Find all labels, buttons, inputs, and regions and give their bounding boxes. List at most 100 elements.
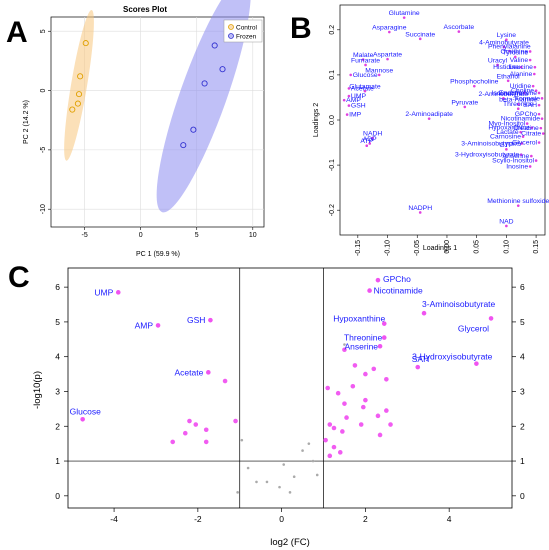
volcano-label-ump: UMP xyxy=(94,287,113,297)
loading-label-endothelene: Endothelene xyxy=(499,90,537,97)
significant-point-19 xyxy=(375,413,381,419)
significant-point-1 xyxy=(187,418,192,424)
significant-point-23 xyxy=(340,429,345,434)
nonsignificant-point-12 xyxy=(292,475,296,478)
loading-label-histidine: Histidine xyxy=(493,64,519,71)
y-tick-label-0: 0 xyxy=(40,89,47,93)
x-tick-label-0: 0 xyxy=(139,232,143,239)
y-tick-label-right-2: 2 xyxy=(520,421,525,431)
significant-point-24 xyxy=(358,422,364,427)
y-tick-label-5: 5 xyxy=(40,29,47,33)
x-tick-label-0-00: 0.00 xyxy=(444,240,451,254)
loading-label-acetate: Acetate xyxy=(351,85,374,92)
loading-label-gpcho: GPCho xyxy=(515,111,538,118)
scores-plot-xlabel: PC 1 (59.9 %) xyxy=(136,251,180,258)
labeled-point-gsh xyxy=(208,317,213,323)
loading-label-lactate: Lactate xyxy=(496,129,519,136)
loading-point-myo-inositol xyxy=(525,122,529,125)
y-tick-label-left-6: 6 xyxy=(55,282,60,292)
point-frozen-0 xyxy=(211,42,218,49)
scores-plot-ticks: -5 0 5 10 -10 -5 0 5 xyxy=(40,29,257,239)
loading-point-inosine xyxy=(528,165,532,168)
labeled-point-hypoxanthine xyxy=(381,321,387,326)
scores-points xyxy=(69,40,226,149)
significant-point-20 xyxy=(344,415,349,420)
loading-label-methionine-sulfoxide: Methionine sulfoxide xyxy=(487,198,549,205)
loading-point-glutamate xyxy=(363,89,367,93)
significant-point-15 xyxy=(363,397,368,403)
loading-label-ornithine: Ornithine xyxy=(501,48,529,55)
labeled-point-3-hydroxyisobutyrate xyxy=(474,361,479,366)
loading-point-scyllo-inositol xyxy=(534,159,538,162)
significant-point-16 xyxy=(342,401,347,406)
loading-point-adp xyxy=(368,142,372,145)
labeled-point-glycerol xyxy=(488,316,494,321)
point-control-1 xyxy=(77,73,84,80)
significant-point-14 xyxy=(335,390,341,396)
loading-point-nad xyxy=(505,224,508,228)
point-control-0 xyxy=(82,40,89,47)
loading-point-2-aminobutyrate xyxy=(502,97,505,100)
loading-point-2-aminoadipate xyxy=(427,117,431,120)
loading-point-nicotinamide xyxy=(540,117,544,120)
loading-label-nad: NAD xyxy=(499,218,513,225)
x-tick-label-5: 5 xyxy=(195,232,199,239)
scores-plot-title: Scores Plot xyxy=(123,5,167,14)
nonsignificant-point-13 xyxy=(307,442,311,445)
significant-point-28 xyxy=(337,450,343,455)
nonsignificant-point-0 xyxy=(343,343,346,346)
loading-label-glucose: Glucose xyxy=(353,72,378,79)
legend-marker-frozen xyxy=(228,33,234,39)
nonsignificant-point-2 xyxy=(246,466,250,470)
loading-label-beta-alanine: beta-Alanine xyxy=(499,97,537,104)
point-frozen-3 xyxy=(190,126,197,133)
loading-point-tyrosine xyxy=(513,55,517,59)
loading-point-histidine xyxy=(519,65,523,69)
y-tick-label-left-3: 3 xyxy=(55,386,60,396)
labeled-point-acetate xyxy=(206,370,211,375)
volcano-plot: -4 -2 0 2 4 0 0 1 1 2 2 3 3 4 4 5 5 6 6 GPCho UMP Nicotinami… xyxy=(32,267,525,548)
volcano-label-gpcho: GPCho xyxy=(383,274,411,284)
loading-point-lactate xyxy=(519,130,522,134)
y-tick-label-right-4: 4 xyxy=(520,352,525,362)
nonsignificant-point-3 xyxy=(236,491,239,494)
x-tick-label-0-10: 0.10 xyxy=(503,240,510,254)
loading-label-succinate: Succinate xyxy=(405,31,435,38)
loading-point-anserine xyxy=(530,154,533,158)
point-frozen-2 xyxy=(201,80,208,87)
loading-point-acetate xyxy=(347,87,351,90)
significant-point-29 xyxy=(327,453,333,459)
x-tick-label-10: 10 xyxy=(249,232,257,239)
significant-point-7 xyxy=(233,418,238,424)
significant-point-25 xyxy=(377,432,383,438)
loading-label-carnosine: Carnosine xyxy=(490,134,521,141)
loading-point-gtp xyxy=(505,148,508,151)
x-tick-label-0-05: -0.05 xyxy=(414,240,421,256)
x-tick-label-2: -2 xyxy=(194,514,202,524)
loading-point-nadph xyxy=(418,211,422,214)
labeled-point-sah xyxy=(415,364,421,370)
loading-point-atp xyxy=(365,144,369,148)
panel-letter-c: C xyxy=(8,261,30,294)
y-tick-label-5: -5 xyxy=(40,147,47,153)
significant-point-12 xyxy=(384,377,389,382)
x-tick-label-0-05: 0.05 xyxy=(474,240,481,254)
nonsignificant-point-7 xyxy=(282,463,286,466)
loading-point-leucine xyxy=(533,65,537,69)
loading-point-gpcho xyxy=(537,112,541,116)
loading-point-sah xyxy=(537,103,541,107)
significant-point-13 xyxy=(325,385,330,391)
y-tick-label-right-3: 3 xyxy=(520,386,525,396)
loading-point-carnosine xyxy=(521,135,525,138)
loading-label-malate: Malate xyxy=(353,52,374,59)
loading-label-uracyl: Uracyl xyxy=(488,57,508,64)
loadings-plot-ticks: -0.15 -0.10 -0.05 0.00 0.05 0.10 0.15 -0.2 -0.1 0… xyxy=(329,25,540,256)
labeled-point-anserine xyxy=(377,343,383,349)
loading-label-sah: SAH xyxy=(523,102,537,109)
significant-point-17 xyxy=(361,404,366,410)
loading-label-valine: Valine xyxy=(510,57,529,64)
loading-point-ethanol xyxy=(506,79,510,83)
significant-point-3 xyxy=(203,427,209,433)
